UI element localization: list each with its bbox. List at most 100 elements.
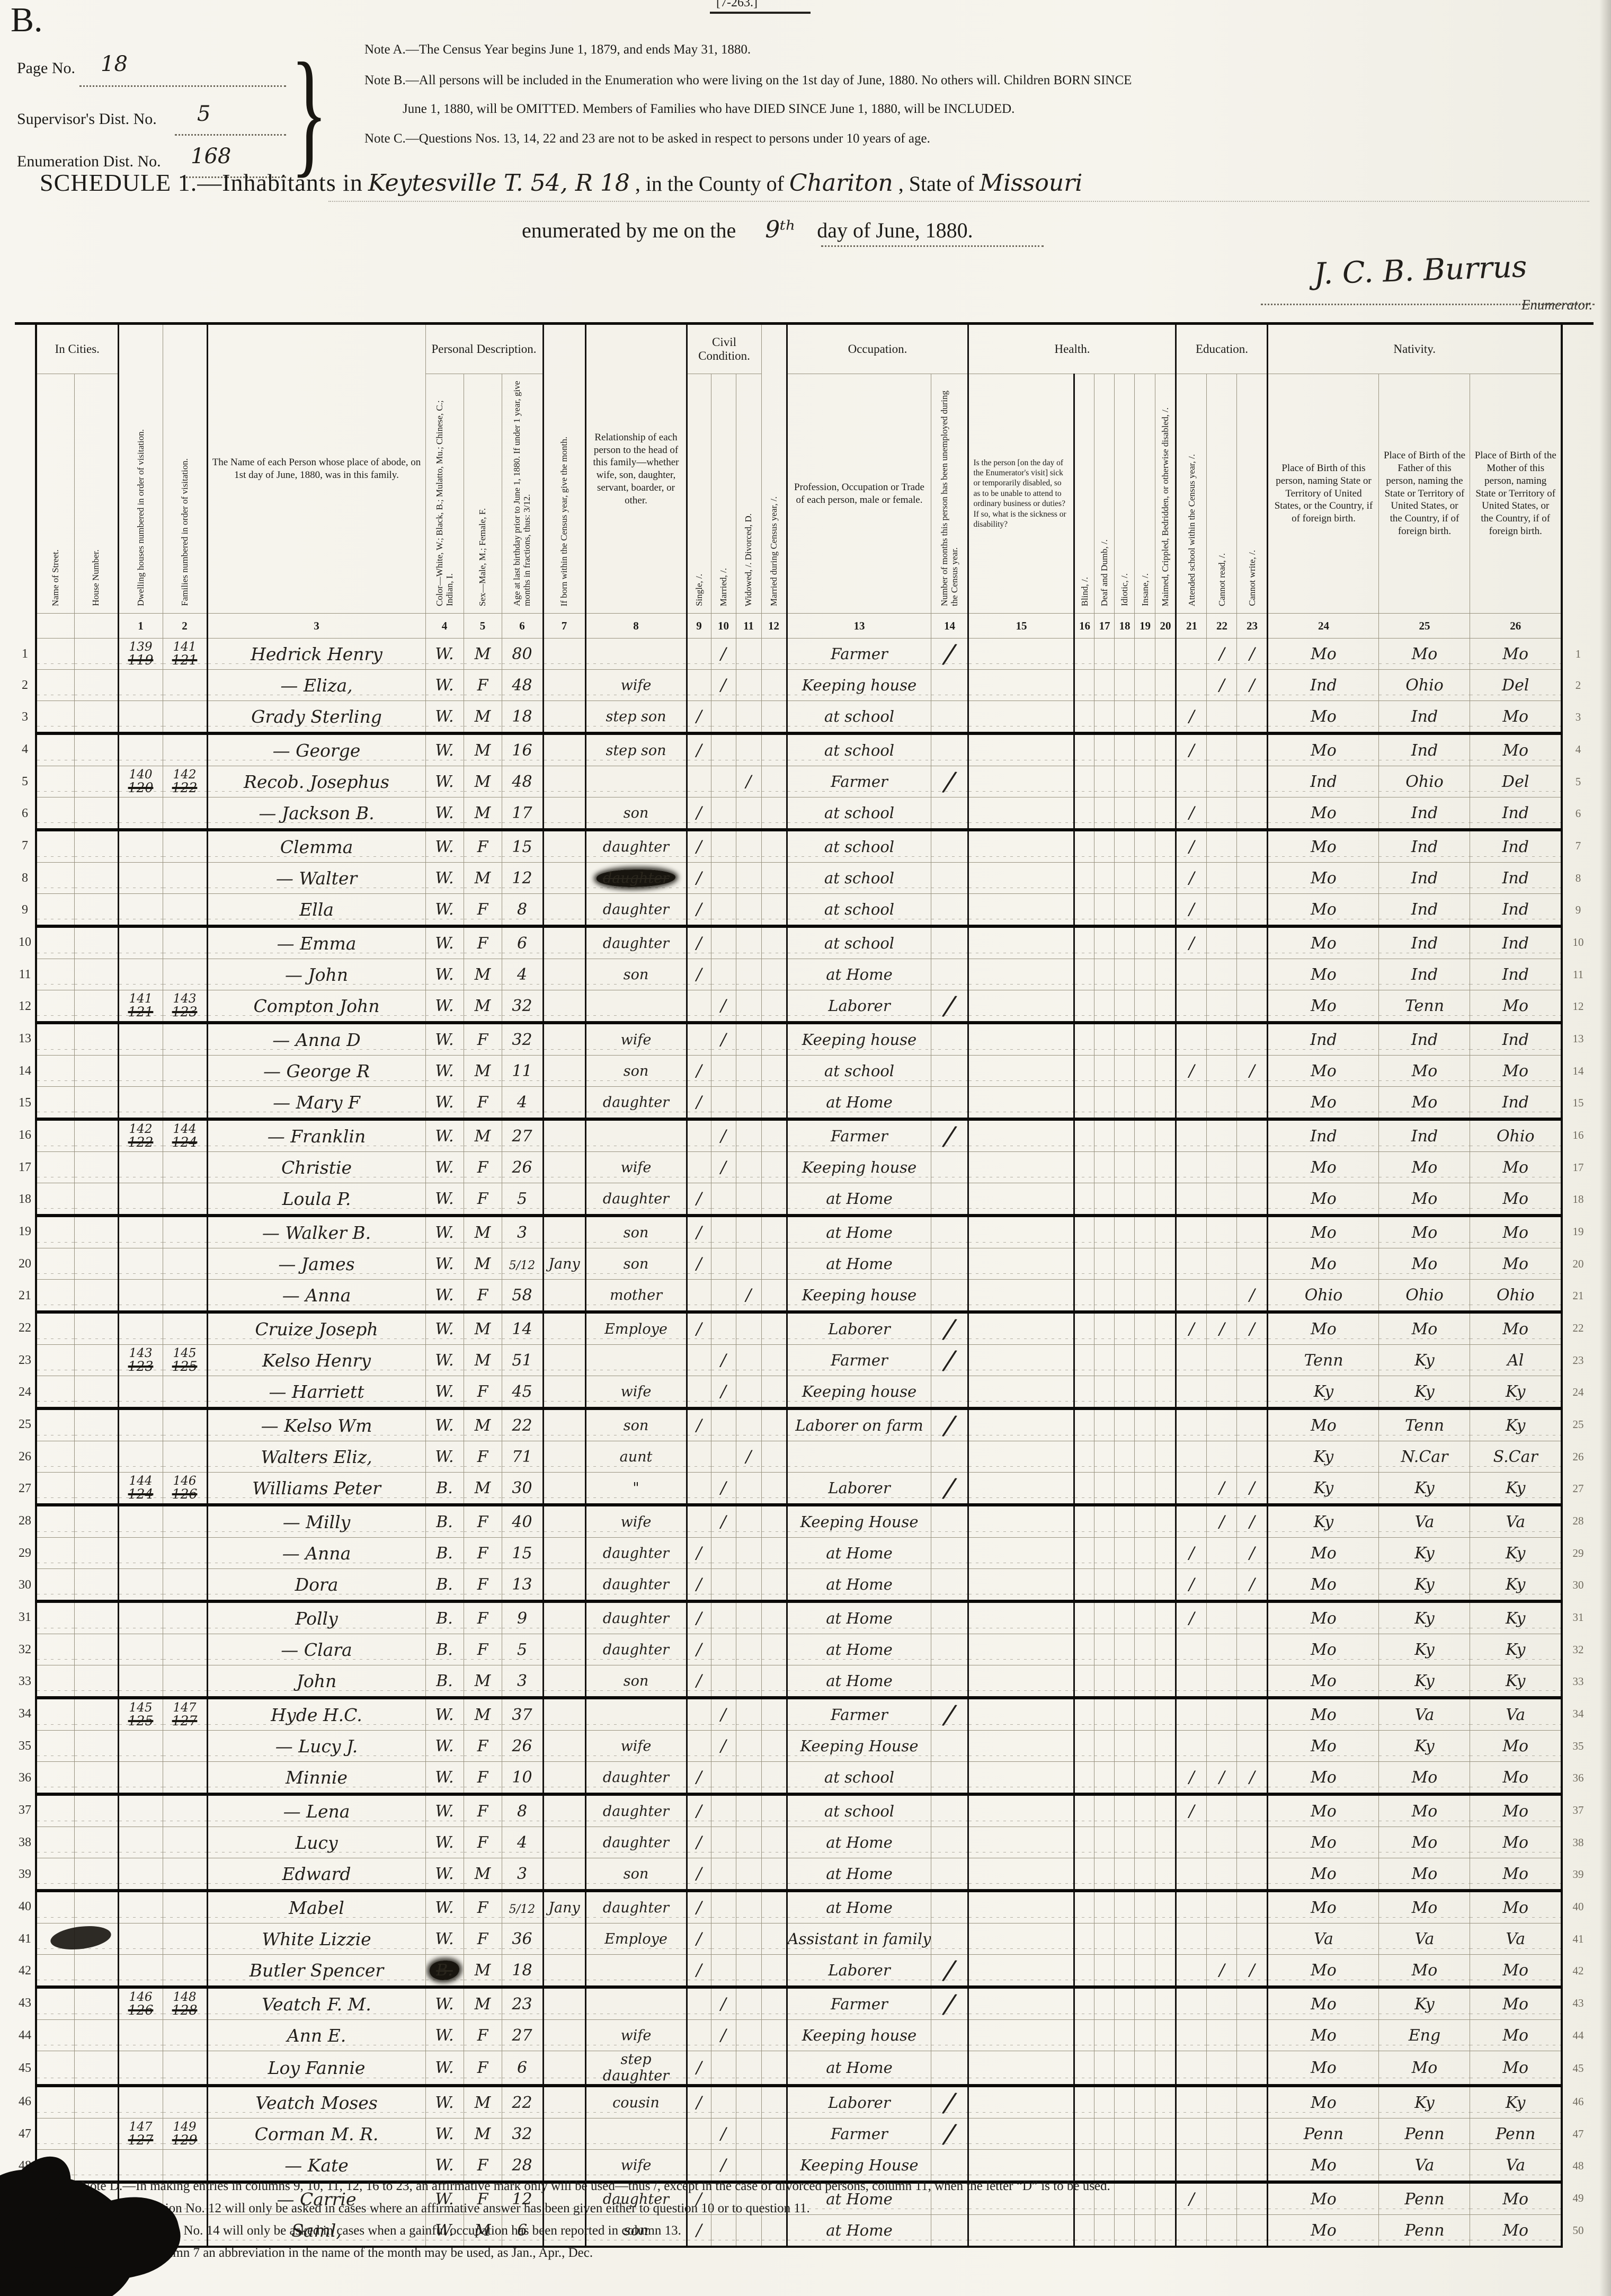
corrected-number: 147 127 <box>163 1701 207 1728</box>
cell-read <box>1206 990 1238 1024</box>
cell-age: 32 <box>501 1022 544 1056</box>
new-number: 140 <box>129 767 153 782</box>
cell-read <box>1206 1634 1238 1665</box>
corrected-number: 144 124 <box>163 1123 207 1149</box>
line-number-left: 21 <box>19 1288 31 1302</box>
cell-insane <box>1134 2182 1156 2215</box>
cell-read: / <box>1206 1954 1238 1989</box>
line-number-right: 41 <box>1560 1923 1594 1955</box>
tally-mark: / <box>944 2087 956 2118</box>
new-number: 148 <box>173 1990 197 2004</box>
cell-sex: F <box>463 1086 502 1121</box>
cell-marriedyr <box>761 1311 787 1345</box>
cell-birthplace-father: Penn <box>1378 2118 1471 2150</box>
cell-widowed <box>735 893 762 928</box>
cell-idiotic <box>1114 1151 1135 1183</box>
cell-write <box>1236 733 1268 766</box>
cell-family <box>162 1086 208 1121</box>
cell-deaf <box>1094 829 1115 863</box>
cell-deaf <box>1094 1279 1115 1314</box>
cell-read <box>1206 2149 1238 2184</box>
cell-sickness <box>967 1954 1075 1989</box>
cell-idiotic <box>1114 701 1135 735</box>
cell-write: / <box>1236 1954 1268 1989</box>
cell-insane <box>1134 2051 1156 2087</box>
cell-relationship: wife <box>584 2019 687 2051</box>
cell-idiotic <box>1114 1794 1135 1827</box>
cell-age: 28 <box>501 2149 544 2184</box>
cell-relationship: wife <box>584 669 687 701</box>
cell-birthplace-self: Mo <box>1267 1086 1379 1121</box>
column-number-5: 5 <box>463 613 502 639</box>
column-number-11: 11 <box>735 613 762 639</box>
cell-street <box>35 2118 75 2150</box>
tally-mark: / <box>1219 1961 1225 1980</box>
cell-color: W. <box>425 797 464 831</box>
tally-mark: / <box>696 803 702 822</box>
cell-maimed <box>1155 1634 1177 1665</box>
cell-age: 26 <box>501 1151 544 1183</box>
cell-married <box>710 862 736 894</box>
cell-age: 27 <box>501 2019 544 2051</box>
table-row: 3 Grady Sterling W. M 18 step son / at school / M… <box>15 701 1594 735</box>
cell-name: Recob. Josephus <box>206 766 426 797</box>
cell-deaf <box>1094 1697 1115 1731</box>
cell-school <box>1175 1376 1207 1410</box>
cell-unemployed <box>931 2182 969 2215</box>
column-number-6: 6 <box>501 613 544 639</box>
cell-idiotic <box>1114 1987 1135 2020</box>
cell-color: W. <box>425 638 464 670</box>
cell-birthplace-mother: Del <box>1470 669 1562 701</box>
cell-unemployed <box>931 1827 969 1858</box>
cell-occupation: Farmer <box>786 1119 932 1152</box>
cell-street <box>35 1697 75 1731</box>
cell-maimed <box>1155 1987 1177 2020</box>
cell-street <box>35 1055 75 1087</box>
struck-number: 125 <box>172 1358 198 1374</box>
line-number-right: 1 <box>1560 638 1594 670</box>
cell-married <box>710 701 736 735</box>
cell-maimed <box>1155 1248 1177 1280</box>
cell-single: / <box>686 1665 711 1699</box>
table-row: 37— Lena W. F 8 daughter / at school / Mo Mo Mo 37 <box>15 1794 1594 1827</box>
line-number-left: 44 <box>19 2028 31 2042</box>
cell-family <box>162 1215 208 1248</box>
cell-insane <box>1134 2085 1156 2118</box>
tally-mark: / <box>720 1382 726 1401</box>
cell-sickness <box>967 862 1075 894</box>
cell-occupation: Laborer <box>786 1472 932 1506</box>
cell-age: 37 <box>501 1697 544 1731</box>
cell-maimed <box>1155 1055 1177 1087</box>
cell-dwelling <box>117 2019 163 2051</box>
cell-marriedyr <box>761 2019 787 2051</box>
tally-mark: / <box>944 1699 956 1731</box>
cell-deaf <box>1094 1086 1115 1121</box>
cell-married: / <box>710 2118 736 2150</box>
cell-color: W. <box>425 990 464 1024</box>
cell-name: Veatch F. M. <box>206 1987 426 2020</box>
cell-insane <box>1134 797 1156 831</box>
cell-unemployed <box>931 959 969 990</box>
cell-relationship: daughter <box>584 862 687 894</box>
cell-unemployed <box>931 1183 969 1217</box>
tally-mark: / <box>1189 741 1195 760</box>
table-row: 24— Harriett W. F 45 wife / Keeping house Ky Ky K… <box>15 1376 1594 1410</box>
cell-unemployed <box>931 1601 969 1634</box>
cell-birthplace-self: Ind <box>1267 766 1379 797</box>
cell-name: Williams Peter <box>206 1472 426 1506</box>
line-number-right: 45 <box>1560 2051 1594 2086</box>
enumerator-signature: J. C. B. Burrus <box>1313 249 1528 292</box>
cell-read <box>1206 797 1238 831</box>
cell-sex: M <box>463 1408 502 1441</box>
cell-age: 32 <box>501 990 544 1024</box>
census-table: In Cities. Dwelling houses numbered in or… <box>15 322 1594 2248</box>
cell-family <box>162 1665 208 1699</box>
column-number-10: 10 <box>710 613 736 639</box>
cell-blind <box>1073 1634 1095 1665</box>
cell-street <box>35 926 75 959</box>
tally-mark: / <box>1189 2189 1195 2209</box>
new-number: 141 <box>173 640 197 654</box>
cell-marriedyr <box>761 990 787 1024</box>
cell-deaf <box>1094 2149 1115 2184</box>
cell-school: / <box>1175 1601 1207 1634</box>
